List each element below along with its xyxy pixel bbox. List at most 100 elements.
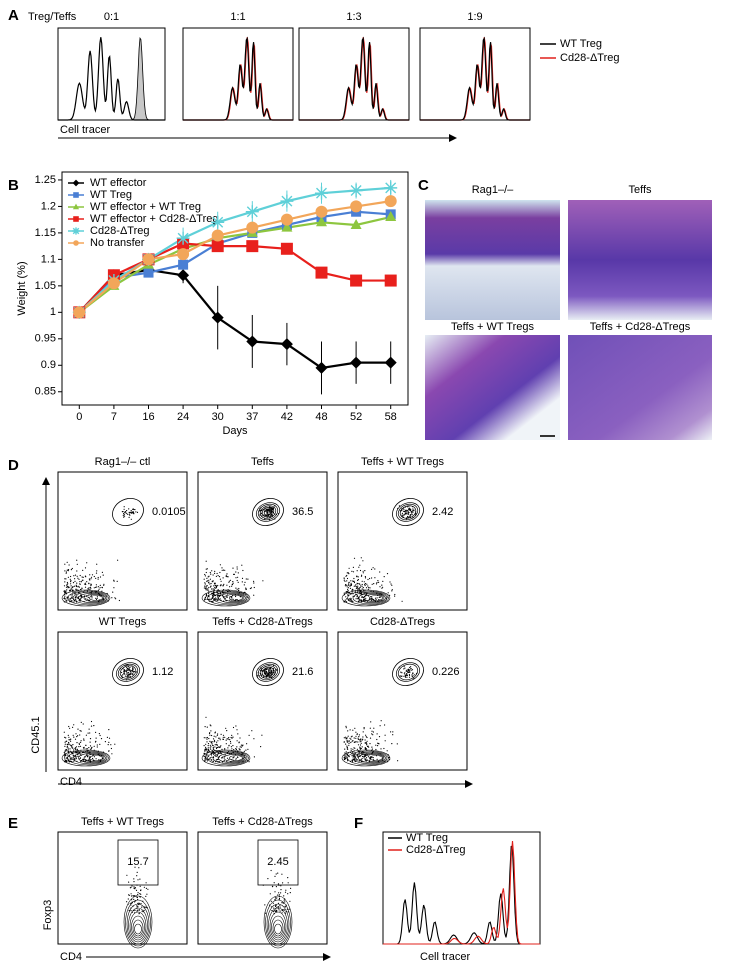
dot <box>89 574 91 576</box>
dot <box>355 759 358 761</box>
dot <box>405 674 408 676</box>
dot <box>364 583 366 586</box>
dot <box>77 597 79 599</box>
dot <box>270 906 272 908</box>
contour <box>72 591 108 605</box>
dot <box>361 757 363 760</box>
ratio-label: 1:3 <box>346 11 361 23</box>
data-point <box>142 253 155 266</box>
dot <box>205 743 207 745</box>
dot <box>276 911 278 913</box>
dot <box>386 573 389 575</box>
dot <box>365 758 367 760</box>
dot <box>348 756 350 758</box>
dot <box>133 887 135 890</box>
dot <box>86 595 88 598</box>
dot <box>129 676 131 678</box>
contour <box>67 750 109 766</box>
dot <box>88 747 90 749</box>
dot <box>204 582 206 584</box>
gate-value: 2.42 <box>432 506 453 518</box>
dot <box>72 734 74 736</box>
dot <box>378 599 380 601</box>
dot <box>67 747 69 749</box>
dot <box>408 674 411 677</box>
dot <box>65 737 67 739</box>
dot <box>123 513 125 515</box>
dot <box>222 738 224 740</box>
flow-plot-frame <box>57 831 188 945</box>
dot <box>130 907 132 909</box>
dot <box>84 582 86 584</box>
dot <box>116 580 118 583</box>
dot <box>82 596 84 598</box>
dot <box>288 908 290 910</box>
dot <box>64 578 66 580</box>
dot <box>344 585 346 587</box>
dot <box>357 598 359 600</box>
dot <box>367 756 369 758</box>
dot <box>85 576 87 578</box>
dot <box>281 910 283 912</box>
dot <box>79 581 81 583</box>
dot <box>348 581 350 583</box>
gate-value: 0.226 <box>432 666 460 678</box>
dot <box>73 736 75 738</box>
dot <box>101 590 103 592</box>
dot <box>85 748 87 750</box>
dot <box>66 584 68 586</box>
data-point <box>176 231 190 245</box>
dot <box>375 583 378 585</box>
x-axis-label: Days <box>222 425 248 437</box>
dot <box>130 895 133 897</box>
x-axis-label: Cell tracer <box>60 124 110 136</box>
dot <box>205 749 208 751</box>
contour <box>265 899 291 947</box>
dot <box>205 560 207 562</box>
dot <box>228 737 230 739</box>
dot <box>100 738 103 740</box>
dot <box>86 598 88 601</box>
dot <box>79 574 81 577</box>
dot <box>280 885 282 887</box>
dot <box>359 583 361 585</box>
dot <box>77 728 79 730</box>
dot <box>98 733 100 735</box>
dot <box>70 757 72 759</box>
dot <box>267 672 269 674</box>
dot <box>372 757 374 759</box>
dot <box>384 740 386 742</box>
dot <box>371 568 373 571</box>
dot <box>204 759 206 761</box>
dot <box>78 743 80 746</box>
dot <box>362 572 364 574</box>
dot <box>229 586 231 588</box>
dot <box>365 587 368 589</box>
dot <box>381 587 383 589</box>
dot <box>134 887 136 889</box>
dot <box>205 750 207 752</box>
dot <box>352 566 354 569</box>
y-axis-label: Weight (%) <box>16 261 28 315</box>
dot <box>219 564 221 566</box>
dot <box>144 906 146 908</box>
data-point <box>280 338 293 351</box>
gate-value: 2.45 <box>267 856 288 868</box>
dot <box>95 577 97 580</box>
dot <box>123 513 125 515</box>
dot <box>95 586 97 589</box>
dot <box>359 746 361 748</box>
dot <box>355 731 357 733</box>
dot <box>219 598 221 600</box>
contour <box>341 749 391 767</box>
gate-value: 36.5 <box>292 506 313 518</box>
dot <box>206 738 208 740</box>
dot <box>78 578 80 580</box>
dot <box>205 593 207 595</box>
dot <box>214 572 216 575</box>
dot <box>245 578 247 580</box>
data-point <box>280 242 293 255</box>
dot <box>68 598 70 600</box>
dot <box>403 508 405 510</box>
dot <box>364 570 366 572</box>
